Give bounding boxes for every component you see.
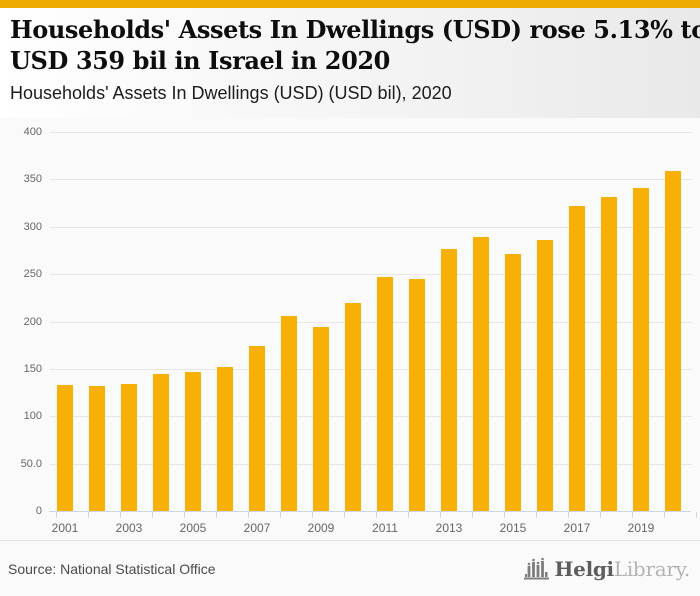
y-axis-label-350: 350 <box>23 173 42 186</box>
chart-subtitle: Households' Assets In Dwellings (USD) (U… <box>10 83 452 103</box>
y-axis-label-200: 200 <box>23 315 42 328</box>
x-axis-tick <box>696 512 697 518</box>
x-axis-tick <box>376 512 377 518</box>
bar-2007[interactable] <box>249 346 265 511</box>
x-axis-tick <box>504 512 505 518</box>
title-line-1: Households' Assets In Dwellings (USD) ro… <box>10 15 700 44</box>
x-axis-tick <box>120 512 121 518</box>
bar-2019[interactable] <box>633 187 649 511</box>
x-axis-tick <box>280 512 281 518</box>
gridline-100 <box>50 416 692 418</box>
bar-2016[interactable] <box>537 240 553 511</box>
bar-2015[interactable] <box>505 254 521 511</box>
x-axis-tick <box>152 512 153 518</box>
x-axis-tick <box>184 512 185 518</box>
x-axis-label-2007: 2007 <box>243 521 271 535</box>
gridline-150 <box>50 368 692 370</box>
x-axis-label-2001: 2001 <box>51 521 79 535</box>
gridline-200 <box>50 321 692 323</box>
x-axis-label-2005: 2005 <box>179 521 207 535</box>
x-axis-tick <box>88 512 89 518</box>
gridline-250 <box>50 274 692 276</box>
page-title: Households' Assets In Dwellings (USD) ro… <box>10 14 700 76</box>
bar-2018[interactable] <box>601 197 617 511</box>
x-axis-label-2015: 2015 <box>499 521 527 535</box>
bar-chart: 0 50.0 100 150 200 250 300 350 400 2001 2003 2005 20… <box>0 118 700 540</box>
x-axis-tick <box>632 512 633 518</box>
gridline-50.0 <box>50 463 692 465</box>
x-axis-tick <box>568 512 569 518</box>
x-axis-tick <box>600 512 601 518</box>
x-axis-line <box>49 511 691 512</box>
logo-wordmark: HelgiLibrary. <box>554 556 691 581</box>
y-axis-label-0: 0 <box>35 505 42 517</box>
plot-area: 0 50.0 100 150 200 250 300 350 400 2001 2003 2005 20… <box>21 126 697 535</box>
source-label: Source: National Statistical Office <box>8 560 216 577</box>
y-axis-label-50.0: 50.0 <box>20 457 42 470</box>
x-axis-tick <box>408 512 409 518</box>
x-axis-tick <box>56 512 57 518</box>
bar-2014[interactable] <box>473 237 489 511</box>
bar-2006[interactable] <box>217 366 233 511</box>
x-axis-tick <box>216 512 217 518</box>
x-axis-tick <box>248 512 249 518</box>
logo-text-helgi: Helgi <box>554 556 615 581</box>
bar-2012[interactable] <box>409 278 425 511</box>
y-axis-label-250: 250 <box>23 268 42 281</box>
y-axis-label-400: 400 <box>23 126 42 138</box>
skyline-bars-icon <box>523 557 549 579</box>
bar-2002[interactable] <box>89 385 105 511</box>
bar-2003[interactable] <box>121 384 137 511</box>
bar-2013[interactable] <box>441 249 457 511</box>
gridline-400 <box>50 132 692 133</box>
bar-2008[interactable] <box>281 315 297 511</box>
bar-2011[interactable] <box>377 276 393 511</box>
bar-2001[interactable] <box>57 384 73 511</box>
bar-2020[interactable] <box>665 170 681 511</box>
x-axis-tick <box>440 512 441 518</box>
x-axis-label-2003: 2003 <box>115 521 143 535</box>
x-axis-label-2013: 2013 <box>435 521 463 535</box>
y-axis-label-150: 150 <box>23 362 42 375</box>
x-axis-tick <box>536 512 537 518</box>
x-axis-label-2009: 2009 <box>307 521 335 535</box>
x-axis-tick <box>312 512 313 518</box>
bar-2010[interactable] <box>345 303 361 511</box>
gridline-300 <box>50 226 692 228</box>
gridline-350 <box>50 179 692 181</box>
title-line-2: USD 359 bil in Israel in 2020 <box>10 46 390 75</box>
x-axis-tick <box>344 512 345 518</box>
x-axis-label-2017: 2017 <box>563 521 591 535</box>
helgi-library-logo[interactable]: HelgiLibrary. <box>523 556 691 582</box>
top-accent-bar <box>0 0 700 8</box>
bar-2017[interactable] <box>569 205 585 511</box>
bar-2004[interactable] <box>153 373 169 511</box>
logo-text-library: Library. <box>613 556 690 581</box>
chart-header: Households' Assets In Dwellings (USD) ro… <box>0 8 700 118</box>
bar-2009[interactable] <box>313 327 329 511</box>
bar-2005[interactable] <box>185 371 201 511</box>
x-axis-tick <box>664 512 665 518</box>
x-axis-label-2019: 2019 <box>627 521 655 535</box>
y-axis-label-100: 100 <box>23 410 42 423</box>
footer: Source: National Statistical Office Helg… <box>0 540 700 596</box>
x-axis-label-2011: 2011 <box>372 521 398 535</box>
y-axis-label-300: 300 <box>23 220 42 233</box>
x-axis-tick <box>472 512 473 518</box>
